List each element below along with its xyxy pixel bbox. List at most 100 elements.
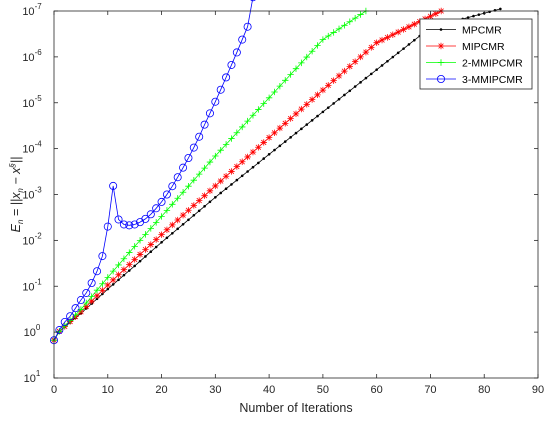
- data-point: [179, 211, 187, 219]
- y-tick-label: 10-6: [22, 48, 42, 64]
- data-point: [326, 106, 330, 109]
- data-point: [206, 158, 214, 166]
- data-point: [240, 174, 244, 178]
- data-point: [179, 189, 187, 196]
- data-point: [181, 222, 185, 226]
- y-tick-label: 10-2: [22, 231, 42, 247]
- data-point: [187, 218, 190, 222]
- data-point: [109, 181, 118, 190]
- y-tick-label: 101: [24, 369, 41, 385]
- legend: MPCMR MIPCMR 2-MMIPCMR 3-MMIPCMR: [419, 18, 533, 90]
- data-point: [104, 281, 111, 289]
- data-point: [389, 31, 396, 38]
- data-point: [260, 139, 267, 146]
- data-point: [466, 16, 470, 19]
- data-point: [147, 225, 154, 232]
- data-point: [321, 110, 325, 114]
- y-tick-label: 10-4: [22, 140, 42, 156]
- data-point: [330, 29, 337, 36]
- data-point: [99, 287, 106, 294]
- data-point: [88, 293, 95, 300]
- data-point: [83, 303, 90, 310]
- data-point: [249, 148, 257, 156]
- data-point: [174, 195, 181, 202]
- data-point: [238, 35, 247, 44]
- data-point: [250, 0, 256, 2]
- x-tick-label: 10: [102, 384, 114, 396]
- data-point: [165, 236, 169, 240]
- data-point: [325, 82, 332, 89]
- data-point: [402, 47, 405, 50]
- data-point: [142, 246, 149, 253]
- data-point: [316, 114, 319, 118]
- data-point: [267, 153, 271, 156]
- data-point: [359, 81, 362, 84]
- data-point: [330, 77, 337, 84]
- data-point: [314, 42, 321, 49]
- series-3-mmipcmr: [50, 0, 256, 345]
- data-point: [351, 58, 359, 65]
- x-tick-label: 80: [478, 384, 490, 396]
- data-point: [432, 10, 440, 17]
- data-point: [179, 163, 188, 172]
- data-point: [276, 82, 284, 90]
- data-point: [190, 176, 198, 184]
- data-point: [120, 255, 128, 262]
- data-point: [262, 157, 266, 160]
- y-axis-title: En = ||xn − x§||: [8, 157, 25, 233]
- data-point: [246, 170, 249, 173]
- data-point: [384, 34, 391, 41]
- data-point: [294, 131, 298, 135]
- legend-label: MIPCMR: [462, 41, 505, 53]
- x-axis-ticks: 0 10 20 30 40 50 60 70 80 90: [51, 11, 544, 396]
- data-point: [169, 221, 176, 229]
- x-tick-label: 40: [263, 384, 275, 396]
- data-point: [82, 288, 91, 297]
- data-point: [154, 245, 158, 249]
- data-point: [499, 7, 502, 11]
- data-point: [335, 25, 343, 33]
- data-point: [120, 266, 128, 273]
- data-point: [109, 267, 117, 275]
- data-point: [55, 326, 64, 335]
- data-point: [93, 292, 101, 299]
- data-point: [149, 250, 153, 254]
- data-point: [115, 271, 122, 278]
- x-tick-label: 30: [209, 384, 221, 396]
- data-point: [163, 226, 171, 233]
- x-tick-label: 70: [424, 384, 436, 396]
- y-tick-label: 10-5: [22, 94, 42, 110]
- data-point: [437, 59, 445, 66]
- data-point: [477, 13, 481, 16]
- data-point: [249, 112, 257, 119]
- data-point: [319, 86, 327, 94]
- data-point: [235, 178, 239, 182]
- data-point: [126, 261, 133, 268]
- legend-item: MPCMR: [426, 25, 502, 37]
- data-point: [125, 221, 134, 230]
- data-point: [185, 207, 192, 214]
- data-point: [243, 22, 252, 31]
- data-point: [163, 207, 171, 214]
- data-point: [287, 115, 294, 122]
- data-point: [106, 287, 110, 291]
- data-point: [174, 216, 181, 224]
- data-point: [111, 283, 115, 286]
- data-point: [282, 120, 289, 127]
- data-point: [133, 264, 136, 268]
- data-point: [257, 161, 260, 165]
- data-point: [472, 14, 475, 18]
- data-point: [319, 36, 327, 43]
- data-point: [346, 63, 353, 70]
- data-point: [136, 237, 144, 244]
- y-tick-label: 10-1: [22, 277, 42, 293]
- data-point: [228, 135, 235, 142]
- data-point: [144, 255, 147, 258]
- data-point: [196, 170, 203, 178]
- data-point: [158, 231, 165, 238]
- data-point: [255, 144, 262, 151]
- data-point: [227, 60, 236, 69]
- data-point: [400, 26, 407, 33]
- data-point: [192, 213, 196, 217]
- data-point: [230, 183, 233, 186]
